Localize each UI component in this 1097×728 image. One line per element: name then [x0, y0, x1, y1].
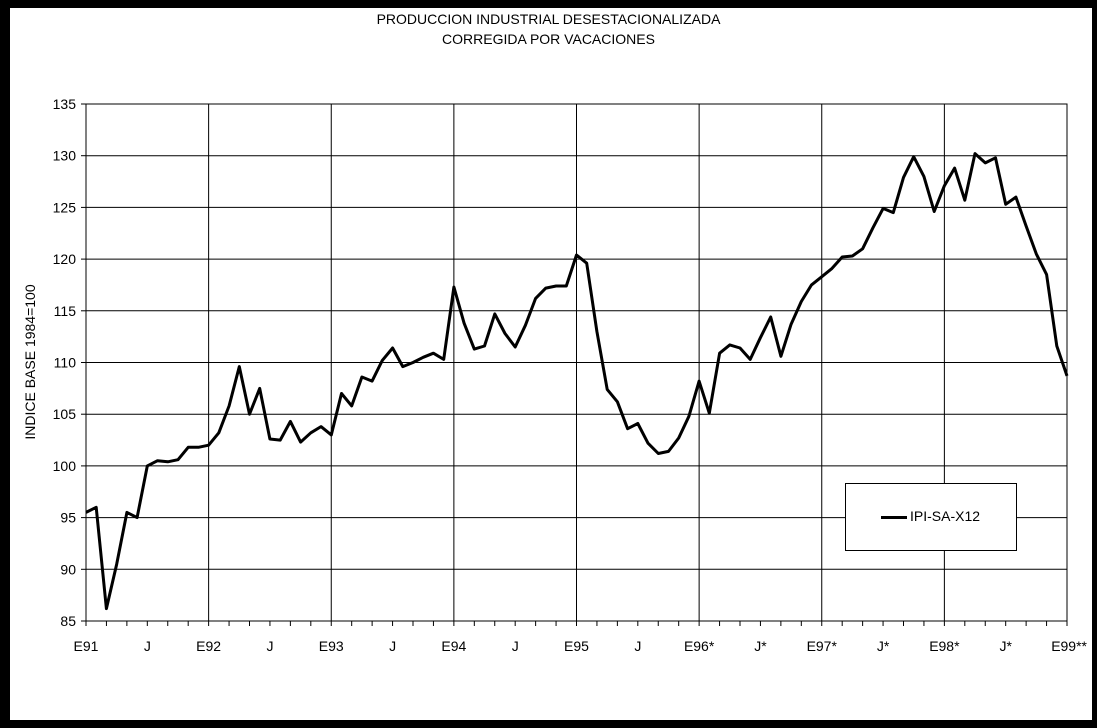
- x-tick-label: E99**: [1051, 638, 1087, 654]
- x-tick-label: J*: [877, 638, 890, 654]
- x-tick-label: E96*: [684, 638, 715, 654]
- x-tick-label: E95: [564, 638, 589, 654]
- y-tick-label: 130: [53, 148, 77, 164]
- chart-subtitle: CORREGIDA POR VACACIONES: [442, 31, 655, 47]
- legend-swatch: [881, 516, 907, 519]
- y-tick-label: 105: [53, 406, 77, 422]
- series-line-ipi-sa-x12: [85, 152, 1069, 611]
- chart-background: [10, 8, 1092, 720]
- x-tick-label: J*: [754, 638, 767, 654]
- y-tick-label: 120: [53, 251, 77, 267]
- x-tick-label: E94: [441, 638, 466, 654]
- chart-title: PRODUCCION INDUSTRIAL DESESTACIONALIZADA: [376, 11, 721, 27]
- x-tick-label: E92: [196, 638, 221, 654]
- y-tick-label: 135: [53, 96, 77, 112]
- y-tick-label: 90: [60, 561, 76, 577]
- x-tick-label: J: [389, 638, 396, 654]
- x-tick-label: J*: [999, 638, 1012, 654]
- x-tick-label: E93: [319, 638, 344, 654]
- x-tick-label: J: [634, 638, 641, 654]
- y-tick-label: 100: [53, 458, 77, 474]
- y-tick-label: 115: [54, 303, 77, 319]
- y-tick-label: 85: [60, 613, 76, 629]
- legend: IPI-SA-X12: [845, 483, 1017, 551]
- x-tick-label: E97*: [807, 638, 838, 654]
- y-tick-label: 110: [54, 355, 77, 371]
- x-tick-label: J: [512, 638, 519, 654]
- x-tick-label: E91: [74, 638, 99, 654]
- x-tick-label: J: [144, 638, 151, 654]
- y-tick-label: 95: [60, 510, 76, 526]
- x-tick-label: J: [266, 638, 273, 654]
- y-tick-label: 125: [53, 199, 77, 215]
- x-tick-label: E98*: [929, 638, 960, 654]
- legend-label: IPI-SA-X12: [910, 508, 981, 524]
